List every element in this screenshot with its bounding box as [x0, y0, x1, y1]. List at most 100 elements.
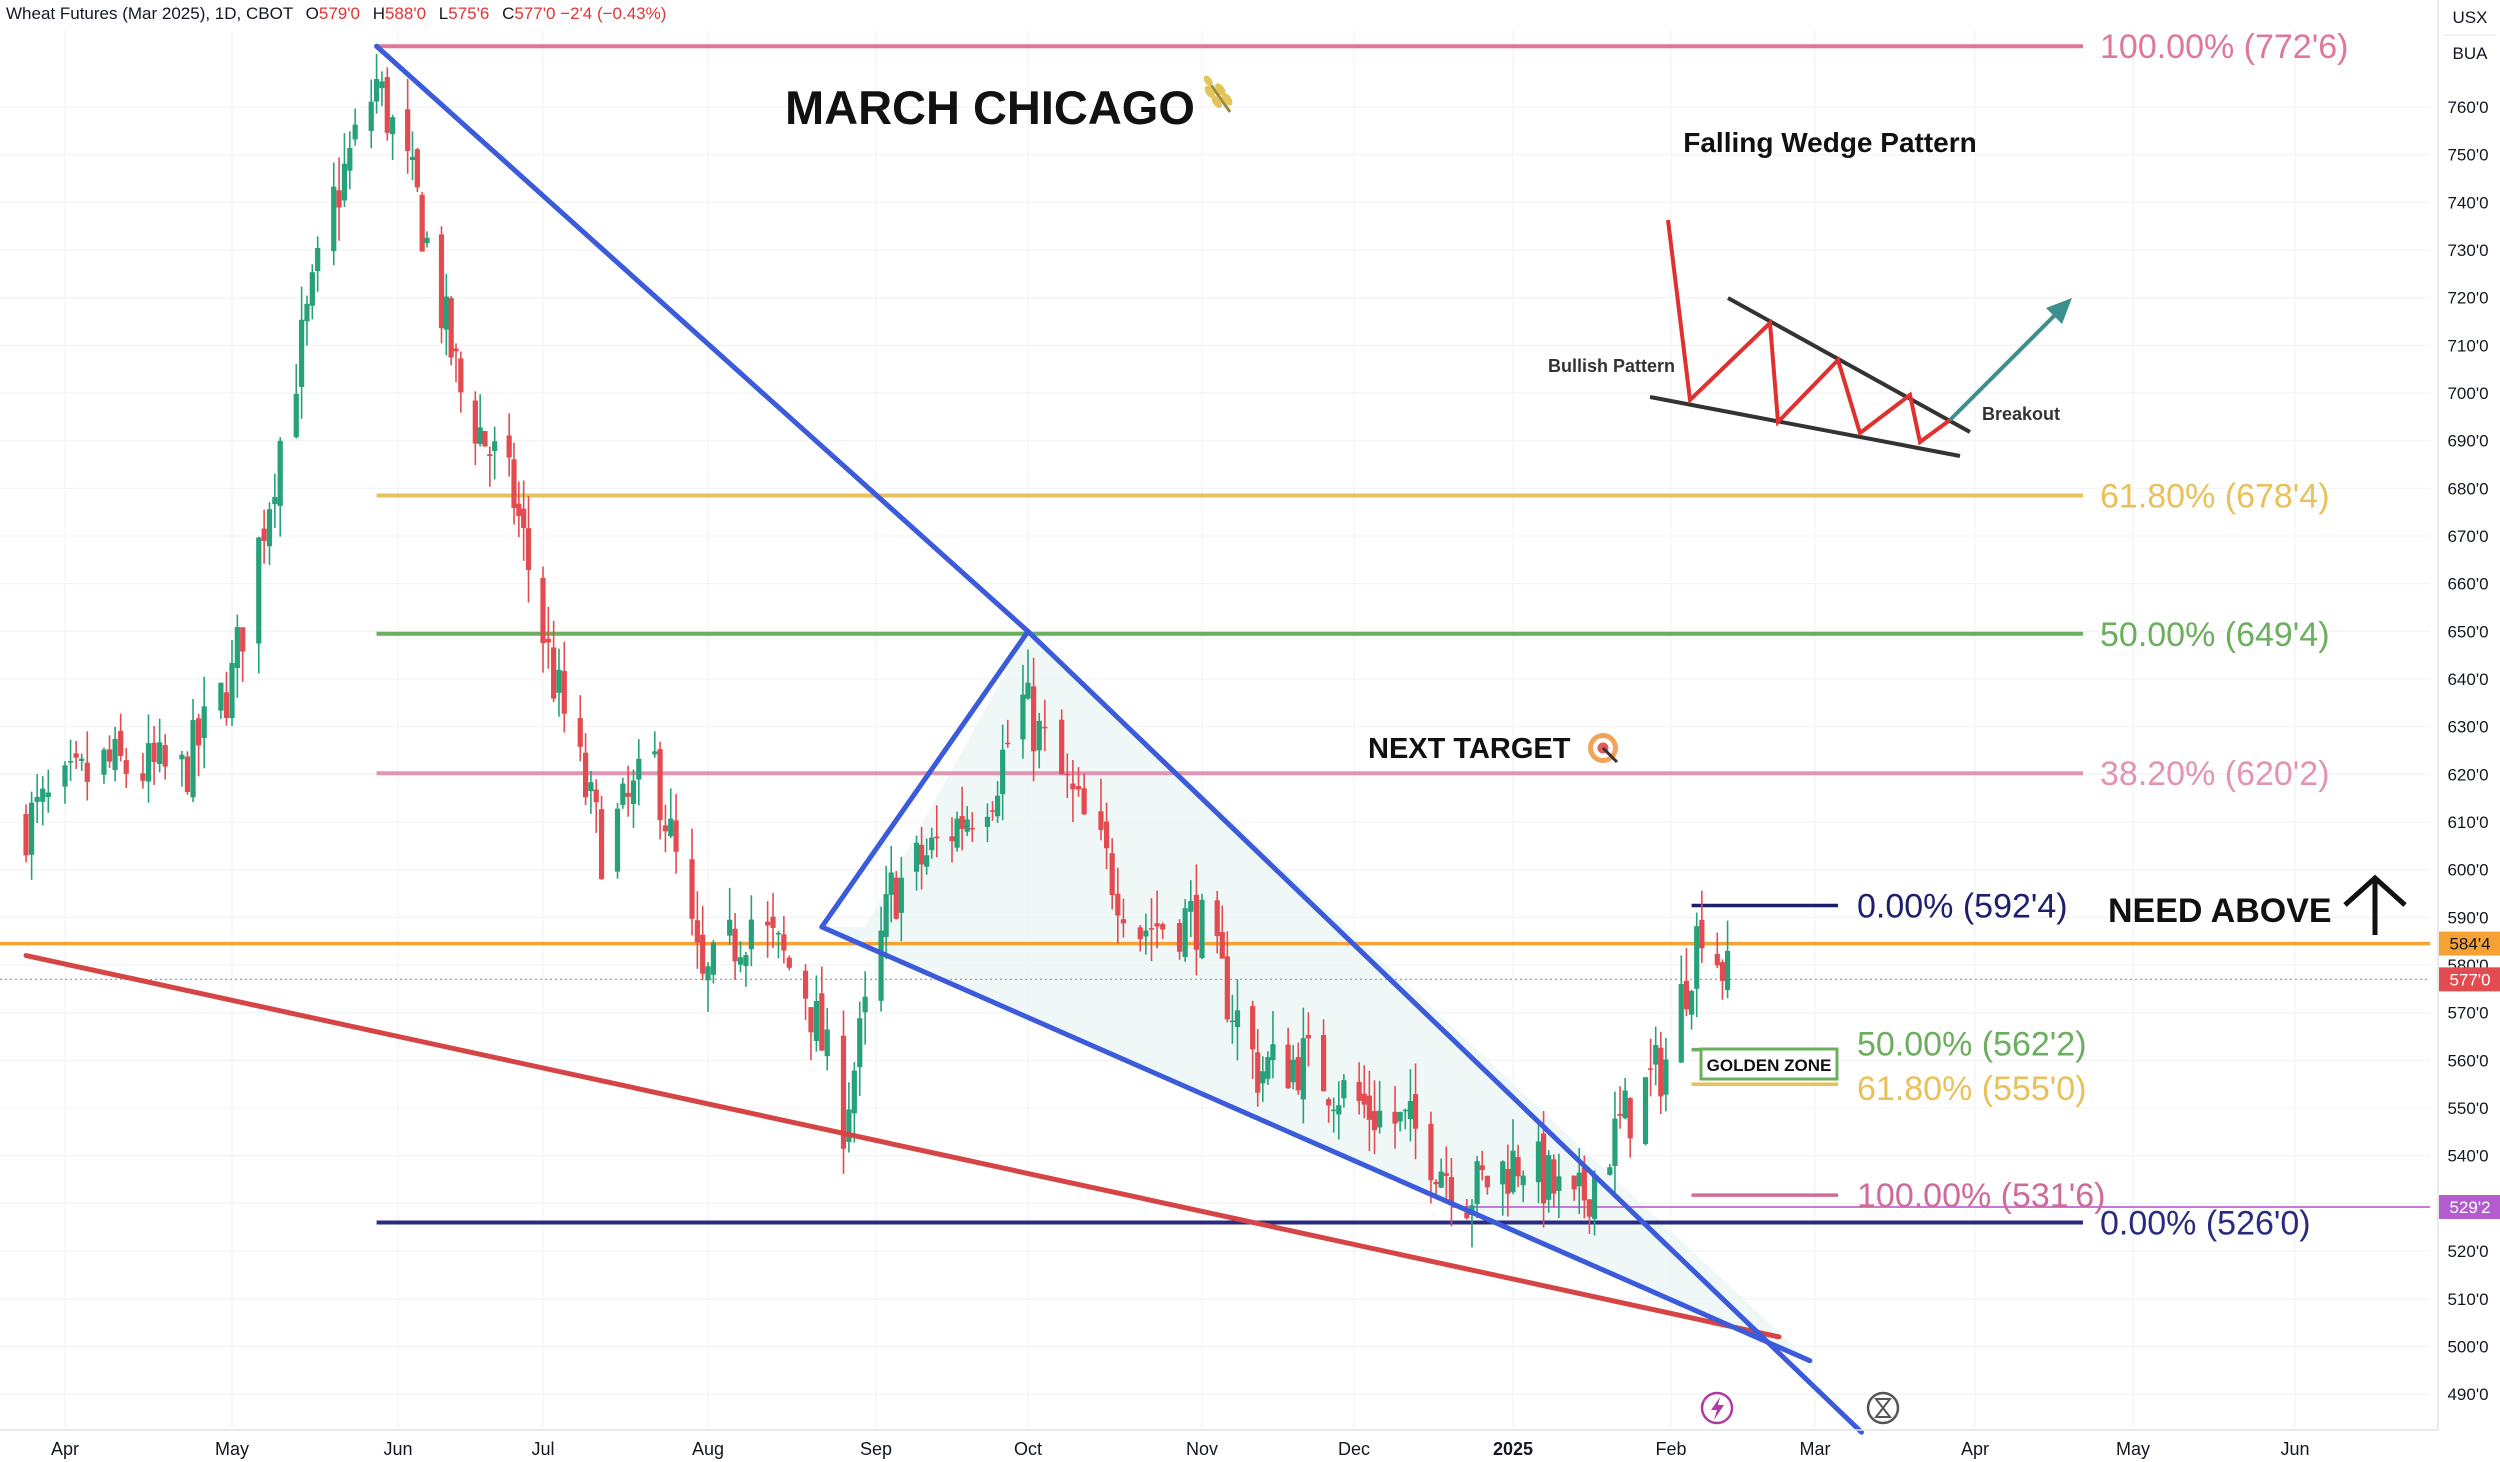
- candle-body: [1214, 900, 1220, 936]
- candle-body: [1331, 1109, 1337, 1112]
- y-tick-label: 560'0: [2447, 1051, 2488, 1070]
- candle-body: [862, 996, 868, 1013]
- candle-body: [331, 186, 337, 252]
- fib-label: 100.00% (772'6): [2100, 28, 2348, 66]
- candle-body: [846, 1109, 852, 1142]
- candle-body: [620, 783, 626, 805]
- y-tick-label: 690'0: [2447, 432, 2488, 451]
- candle-body: [79, 758, 85, 761]
- candle-body: [851, 1070, 857, 1114]
- inset-zigzag: [1666, 219, 1952, 446]
- candle-body: [1586, 1199, 1593, 1217]
- candle-body: [1612, 1118, 1618, 1167]
- low-label: L: [438, 4, 449, 23]
- candle-body: [266, 509, 273, 547]
- candle-body: [1081, 788, 1087, 815]
- candle-body: [689, 859, 695, 919]
- candle-body: [883, 894, 889, 938]
- price-scale[interactable]: USX BUA 760'0 750'0 740'0 730'0 720'0 710'0 700'…: [2437, 0, 2500, 1462]
- y-tick-label: 670'0: [2447, 527, 2488, 546]
- candle-body: [492, 441, 498, 451]
- candle-body: [477, 427, 483, 444]
- candle-body: [770, 916, 776, 928]
- fib-label: 0.00% (526'0): [2100, 1204, 2311, 1242]
- candle-body: [438, 234, 445, 329]
- candle-body: [1479, 1165, 1485, 1171]
- candle-body: [1182, 908, 1188, 958]
- time-scale[interactable]: Apr May Jun Jul Aug Sep Oct Nov Dec 2025 Feb Mar Apr…: [0, 1429, 2438, 1459]
- candle-body: [765, 921, 771, 926]
- candle-body: [919, 844, 925, 865]
- candle-body: [1199, 899, 1205, 958]
- fib-short-label: 0.00% (592'4): [1857, 887, 2068, 925]
- candle-body: [1229, 1020, 1235, 1023]
- y-tick-label: 760'0: [2447, 98, 2488, 117]
- candle-body: [582, 752, 589, 798]
- candle-body: [424, 237, 430, 244]
- candle-body: [196, 718, 202, 746]
- candle-body: [315, 248, 321, 272]
- candle-body: [1260, 1071, 1266, 1084]
- wedge-upper-line: [1025, 628, 1864, 1435]
- up-arrow-icon: [2343, 874, 2407, 935]
- candle-body: [593, 789, 599, 803]
- x-tick-label: Aug: [692, 1439, 724, 1459]
- candle-body: [118, 730, 124, 756]
- candle-body: [1607, 1167, 1613, 1175]
- candle-body: [813, 1001, 819, 1041]
- candle-body: [179, 754, 185, 760]
- candle-body: [40, 788, 46, 802]
- hourglass-icon[interactable]: [1866, 1391, 1900, 1425]
- candle-body: [448, 298, 454, 358]
- candle-body: [1115, 893, 1121, 916]
- fib-label: 61.80% (678'4): [2100, 478, 2330, 516]
- candle-body: [1059, 719, 1065, 775]
- candle-body: [409, 156, 416, 161]
- candle-body: [112, 738, 118, 770]
- y-tick-label: 550'0: [2447, 1099, 2488, 1118]
- y-tick-label: 720'0: [2447, 289, 2488, 308]
- candle-body: [857, 1018, 863, 1068]
- candle-body: [1402, 1109, 1408, 1112]
- candle-body: [487, 454, 493, 456]
- candle-body: [954, 818, 960, 848]
- candle-body: [781, 934, 787, 951]
- candle-body: [1535, 1141, 1542, 1183]
- candlestick-series: [23, 53, 1731, 1248]
- candle-body: [1154, 923, 1160, 927]
- candle-body: [1484, 1175, 1490, 1188]
- candle-body: [1428, 1123, 1434, 1181]
- candle-body: [989, 810, 996, 812]
- candle-body: [969, 827, 975, 830]
- candle-body: [1653, 1045, 1659, 1065]
- candle-body: [453, 348, 459, 352]
- candle-body: [1438, 1171, 1444, 1188]
- candle-body: [1576, 1172, 1582, 1187]
- y-tick-label: 610'0: [2447, 813, 2488, 832]
- candle-body: [1270, 1044, 1276, 1061]
- candle-body: [1377, 1110, 1383, 1128]
- candle-body: [272, 497, 278, 505]
- chart-header: Wheat Futures (Mar 2025), 1D, CBOT O579'…: [6, 4, 666, 24]
- candle-body: [1064, 773, 1070, 776]
- candle-body: [482, 430, 488, 447]
- candle-body: [1591, 1175, 1598, 1219]
- candle-body: [1433, 1181, 1439, 1185]
- candle-body: [1148, 928, 1155, 930]
- x-tick-label: Oct: [1014, 1439, 1042, 1459]
- candle-body: [1103, 821, 1110, 849]
- candle-body: [299, 319, 305, 387]
- candle-body: [551, 647, 557, 699]
- candle-body: [1098, 811, 1104, 830]
- candle-body: [1361, 1093, 1367, 1105]
- candle-body: [924, 855, 930, 867]
- golden-zone-box: GOLDEN ZONE: [1699, 1047, 1839, 1081]
- candle-body: [1070, 783, 1076, 790]
- open-value: 579'0: [318, 4, 360, 23]
- high-value: 588'0: [384, 4, 427, 23]
- price-tag-label: 577'0: [2449, 970, 2490, 989]
- y-tick-label: 540'0: [2447, 1147, 2488, 1166]
- lightning-icon[interactable]: [1700, 1391, 1734, 1425]
- candle-body: [1234, 1010, 1241, 1028]
